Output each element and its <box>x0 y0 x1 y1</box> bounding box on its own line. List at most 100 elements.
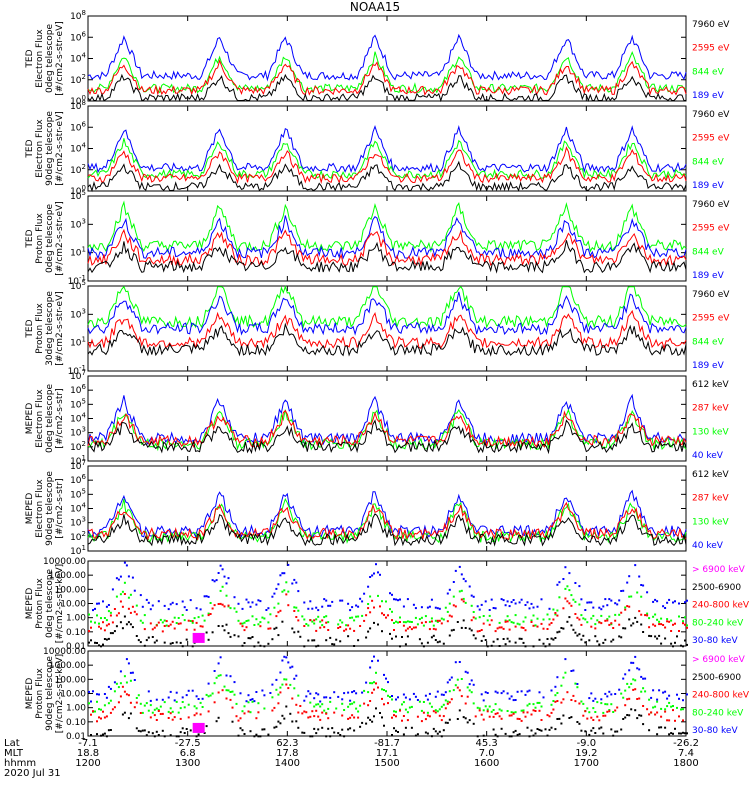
data-point <box>279 691 282 694</box>
data-point <box>94 641 96 644</box>
data-point <box>227 577 230 580</box>
data-point <box>576 616 579 619</box>
data-point <box>506 637 509 640</box>
data-point <box>355 604 358 607</box>
data-point <box>502 690 505 693</box>
data-point <box>359 597 362 600</box>
data-point <box>482 615 485 617</box>
data-point <box>534 710 537 712</box>
data-point <box>648 698 651 701</box>
data-point <box>562 627 565 630</box>
data-point <box>181 600 184 603</box>
data-point <box>363 592 366 595</box>
data-point <box>369 627 372 630</box>
data-point <box>381 630 383 633</box>
data-point <box>546 628 549 630</box>
data-point <box>450 629 453 632</box>
data-point <box>614 730 617 733</box>
data-point <box>281 714 284 717</box>
data-point <box>462 597 465 600</box>
data-point <box>279 609 282 612</box>
data-point <box>512 699 515 702</box>
data-point <box>586 601 589 604</box>
data-point <box>207 612 210 615</box>
data-point <box>225 623 228 626</box>
data-point <box>355 692 358 695</box>
data-point <box>660 726 663 729</box>
data-point <box>498 708 501 711</box>
data-point <box>590 625 593 628</box>
data-point <box>510 735 513 738</box>
y-tick-label: 10000.00 <box>43 647 86 657</box>
data-point <box>289 712 292 715</box>
data-point <box>191 620 194 623</box>
data-point <box>175 735 178 738</box>
data-point <box>199 625 202 628</box>
data-point <box>109 632 112 635</box>
data-point <box>558 630 561 633</box>
data-point <box>143 614 146 617</box>
data-point <box>395 620 397 623</box>
data-point <box>444 699 447 702</box>
data-point <box>249 730 252 733</box>
data-point <box>634 688 637 691</box>
data-point <box>229 635 232 638</box>
footer-mlt-value: 19.2 <box>575 748 597 759</box>
data-point <box>660 617 663 620</box>
data-point <box>109 611 112 614</box>
data-point <box>410 628 413 631</box>
data-point <box>606 695 609 698</box>
data-point <box>287 590 290 593</box>
data-point <box>564 597 567 600</box>
data-point <box>444 691 447 694</box>
data-point <box>102 643 104 646</box>
data-point <box>143 729 146 732</box>
data-point <box>263 728 266 731</box>
data-point <box>420 606 423 609</box>
data-point <box>349 703 352 706</box>
footer-mlt-value: 17.1 <box>376 748 398 759</box>
data-point <box>337 627 340 629</box>
data-point <box>297 609 300 612</box>
data-point <box>269 613 272 616</box>
data-point <box>470 594 473 597</box>
data-point <box>648 634 651 637</box>
data-point <box>454 684 457 687</box>
data-point <box>620 728 623 731</box>
data-point <box>442 642 445 645</box>
data-point <box>488 705 491 708</box>
data-point <box>420 709 423 712</box>
data-point <box>484 691 487 694</box>
data-point <box>464 580 467 583</box>
series-line <box>87 285 687 329</box>
data-point <box>361 721 364 724</box>
data-point <box>291 720 294 723</box>
data-point <box>650 696 653 699</box>
data-point <box>287 687 290 690</box>
data-point <box>281 572 284 575</box>
data-point <box>552 708 555 711</box>
data-point <box>414 616 417 619</box>
data-point <box>107 604 110 606</box>
data-point <box>440 617 443 620</box>
data-point <box>524 604 527 606</box>
data-point <box>295 616 298 618</box>
data-point <box>460 598 463 601</box>
data-point <box>514 699 517 701</box>
data-point <box>273 726 276 729</box>
panel-frame <box>87 285 687 372</box>
data-point <box>508 628 511 631</box>
data-point <box>235 715 238 718</box>
data-point <box>102 710 104 713</box>
data-point <box>440 735 443 738</box>
data-point <box>438 619 441 622</box>
data-point <box>516 733 519 736</box>
data-point <box>414 695 417 698</box>
data-point <box>670 642 673 645</box>
y-tick-label: 103 <box>70 516 86 529</box>
data-point <box>273 706 276 709</box>
svg-text:TED: TED <box>25 229 35 248</box>
series-line <box>87 291 687 336</box>
data-point <box>644 690 647 693</box>
data-point <box>594 697 597 700</box>
